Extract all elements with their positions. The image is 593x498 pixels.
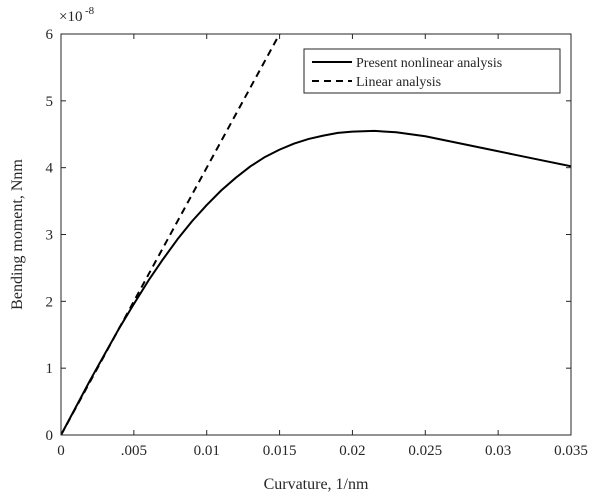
legend-label-nonlinear: Present nonlinear analysis	[356, 56, 502, 71]
y-axis-label: Bending moment, Nnm	[9, 159, 26, 310]
y-tick-label: 3	[46, 228, 54, 244]
y-tick-label: 4	[46, 161, 54, 177]
x-tick-label: 0	[57, 443, 65, 459]
x-tick-label: 0.025	[408, 443, 442, 459]
x-tick-label: 0.015	[263, 443, 297, 459]
x-tick-label: 0.035	[554, 443, 588, 459]
legend: Present nonlinear analysis Linear analys…	[303, 48, 561, 94]
x-tick-label: 0.03	[485, 443, 511, 459]
series-line-nonlinear	[61, 129, 571, 435]
x-tick-label: 0.01	[194, 443, 220, 459]
y-tick-label: 2	[46, 294, 54, 310]
x-ticks: 0 .005 0.01 0.015 0.02 0.025 0.03 0.035	[57, 34, 588, 459]
y-exponent-power: -8	[85, 5, 95, 17]
legend-label-linear: Linear analysis	[356, 75, 441, 90]
y-exponent-base: ×10	[59, 9, 82, 25]
y-tick-label: 5	[46, 94, 54, 110]
y-tick-label: 6	[46, 27, 54, 43]
x-axis-label: Curvature, 1/nm	[264, 476, 369, 493]
x-tick-label: .005	[121, 443, 147, 459]
series-layer	[61, 34, 571, 435]
y-tick-label: 0	[46, 428, 54, 444]
y-tick-label: 1	[46, 361, 54, 377]
x-tick-label: 0.02	[339, 443, 365, 459]
legend-box	[303, 48, 561, 94]
plot-area: 0 .005 0.01 0.015 0.02 0.025 0.03 0.035 0 1 2 3 4 5 6	[46, 27, 588, 459]
y-ticks: 0 1 2 3 4 5 6	[46, 27, 571, 444]
series-line-linear	[61, 34, 281, 435]
